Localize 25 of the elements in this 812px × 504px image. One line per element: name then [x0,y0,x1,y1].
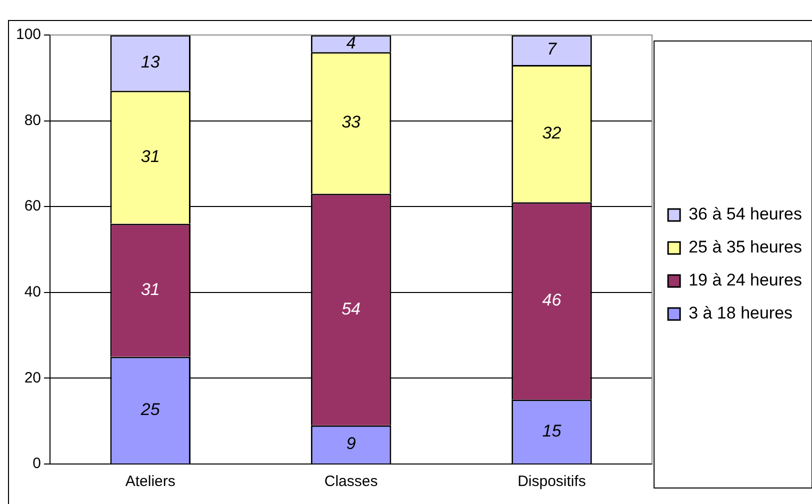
y-tick-label: 20 [24,369,42,386]
y-tick-label: 0 [32,455,42,472]
x-tick-label: Ateliers [125,473,176,490]
y-tick-label: 40 [24,284,42,301]
data-label: 33 [342,112,362,132]
y-tick-label: 80 [24,112,42,129]
legend-label: 3 à 18 heures [688,304,793,323]
data-label: 32 [542,123,562,142]
data-label: 4 [346,33,356,52]
data-label: 25 [140,400,160,419]
data-label: 31 [140,147,160,166]
x-tick-label: Dispositifs [518,473,586,490]
legend-label: 19 à 24 heures [688,270,802,290]
data-label: 46 [542,290,562,310]
data-label: 9 [346,434,356,454]
y-tick-label: 60 [24,198,42,215]
data-label: 13 [140,52,160,72]
data-label: 7 [547,40,557,59]
legend-label: 36 à 54 heures [688,204,802,224]
y-tick-label: 100 [16,26,42,44]
x-tick-label: Classes [324,473,378,490]
data-label: 15 [542,421,562,440]
data-label: 31 [140,280,160,299]
legend-label: 25 à 35 heures [688,238,802,257]
data-label: 54 [342,299,361,318]
